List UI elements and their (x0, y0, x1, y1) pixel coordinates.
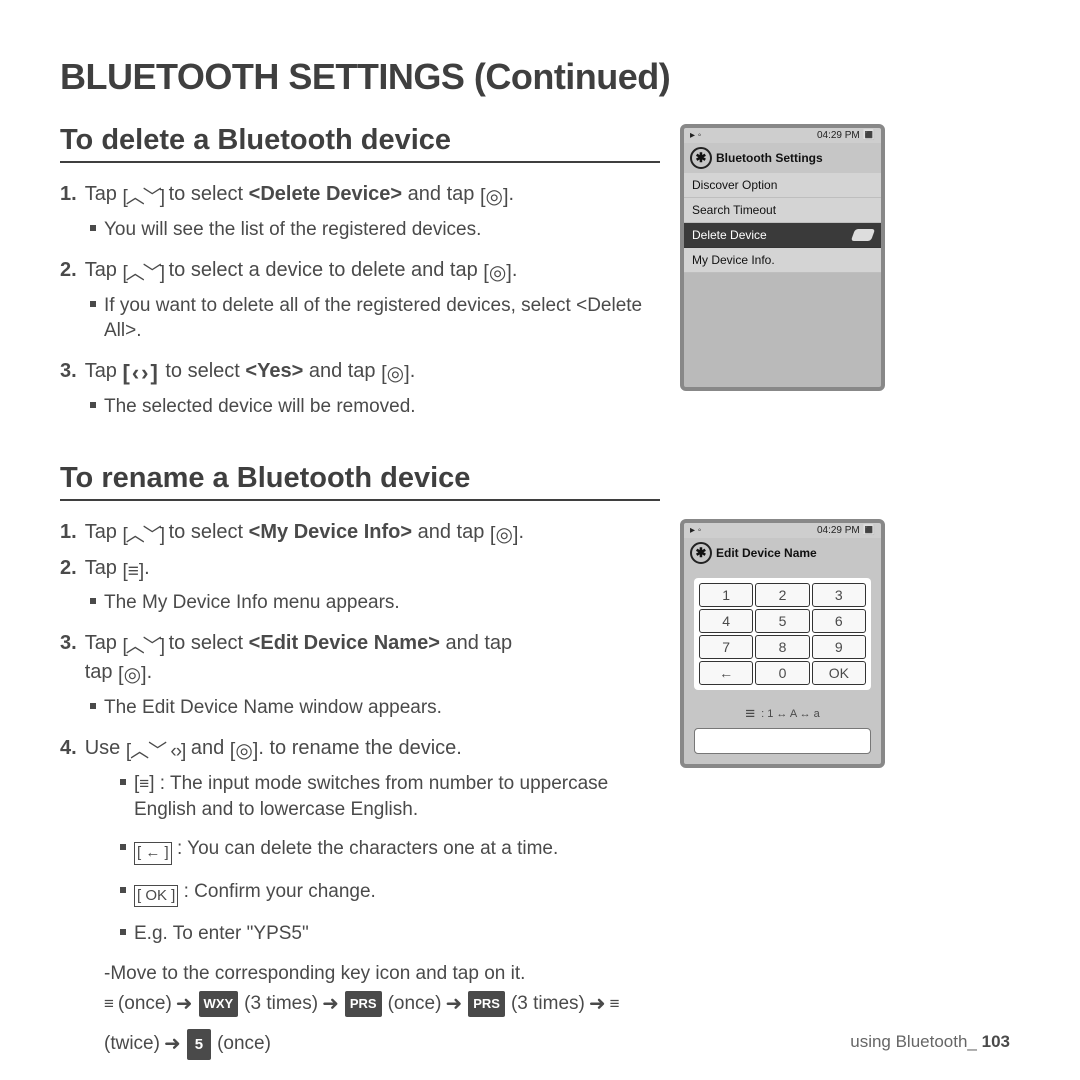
menu-icon (745, 704, 755, 724)
note-text: [] : The input mode switches from number… (134, 771, 660, 822)
step-note: The selected device will be removed. (104, 394, 660, 420)
page-title: BLUETOOTH SETTINGS (Continued) (60, 56, 1020, 98)
step-text: Use and . to rename the device. (85, 735, 462, 765)
device-screenshot-settings: ▸ ◦ 04:29 PM 🔳 ✱ Bluetooth Settings Disc… (680, 124, 885, 391)
keypad-key: 9 (812, 635, 866, 659)
keypad-key: OK (812, 661, 866, 685)
keypad-key: 4 (699, 609, 753, 633)
step-number: 3. (60, 358, 77, 388)
keypad-key: 1 (699, 583, 753, 607)
step-number: 2. (60, 555, 77, 585)
keypad-key: 8 (755, 635, 809, 659)
step-text: Tap . (85, 555, 150, 585)
device-title: Edit Device Name (716, 546, 817, 560)
keypad-key: ← (699, 661, 753, 685)
keypad-key: 5 (755, 609, 809, 633)
keypad-key: 0 (755, 661, 809, 685)
key-label: PRS (468, 991, 505, 1016)
step-number: 3. (60, 630, 77, 690)
arrow-icon: ➜ (322, 986, 339, 1022)
arrow-icon: ➜ (589, 986, 606, 1022)
keypad-key: 6 (812, 609, 866, 633)
select-icon (483, 260, 512, 287)
step-number: 1. (60, 519, 77, 549)
select-icon (480, 184, 509, 211)
step-text: Tap to select <Edit Device Name> and tap… (85, 630, 513, 690)
up-down-icon (123, 523, 164, 549)
step-note: The My Device Info menu appears. (104, 590, 660, 616)
bt-indicator-icon: ▸ ◦ (690, 130, 701, 141)
keypad-key: 2 (755, 583, 809, 607)
step-text: Tap to select <Delete Device> and tap . (85, 181, 514, 211)
step-text: Tap to select <My Device Info> and tap . (85, 519, 524, 549)
up-down-icon (123, 261, 164, 287)
select-icon (230, 738, 259, 765)
menu-icon (610, 987, 620, 1021)
up-down-icon (123, 634, 164, 660)
arrow-icon: ➜ (176, 986, 193, 1022)
nav-icon (126, 739, 186, 765)
step-number: 2. (60, 257, 77, 287)
erase-icon (851, 229, 875, 241)
up-down-icon (123, 185, 164, 211)
bt-indicator-icon: ▸ ◦ (690, 525, 701, 536)
text-entry-box (694, 728, 871, 754)
device-menu-item: Search Timeout (684, 198, 881, 223)
keypad-key: 7 (699, 635, 753, 659)
section-title-rename: To rename a Bluetooth device (60, 462, 660, 501)
step-number: 4. (60, 735, 77, 765)
left-right-icon (123, 358, 160, 388)
device-menu-item: Discover Option (684, 173, 881, 198)
select-icon (381, 361, 410, 388)
keypad-key: 3 (812, 583, 866, 607)
device-menu-item: Delete Device (684, 223, 881, 248)
step-note: The Edit Device Name window appears. (104, 695, 660, 721)
note-text: : Confirm your change. (134, 879, 660, 907)
num-key-label: 5 (187, 1029, 211, 1060)
step-note: You will see the list of the registered … (104, 217, 660, 243)
menu-icon (104, 987, 114, 1021)
key-label: WXY (199, 991, 239, 1016)
step-note: If you want to delete all of the registe… (104, 293, 660, 344)
bluetooth-icon: ✱ (690, 147, 712, 169)
arrow-icon: ➜ (445, 986, 462, 1022)
keypad: 123 456 789 ←0OK (694, 578, 871, 690)
select-icon (118, 662, 147, 689)
step-text: Tap to select a device to delete and tap… (85, 257, 518, 287)
section-rename: 1. Tap to select <My Device Info> and tap… (60, 519, 1020, 1063)
device-title: Bluetooth Settings (716, 151, 823, 165)
status-time: 04:29 PM (817, 130, 860, 141)
status-time: 04:29 PM (817, 525, 860, 536)
step-number: 1. (60, 181, 77, 211)
arrow-icon: ➜ (164, 1026, 181, 1062)
section-title-delete: To delete a Bluetooth device (60, 124, 660, 163)
step-text: Tap to select <Yes> and tap . (85, 358, 416, 388)
example-line2: -Move to the corresponding key icon and … (104, 961, 660, 987)
device-screenshot-editname: ▸ ◦ 04:29 PM 🔳 ✱ Edit Device Name 123456… (680, 519, 885, 768)
bluetooth-icon: ✱ (690, 542, 712, 564)
back-key-icon (134, 842, 172, 864)
mode-label: : 1 ↔ A ↔ a (761, 708, 820, 720)
select-icon (490, 522, 519, 549)
example-intro: E.g. To enter "YPS5" (134, 921, 660, 947)
page-footer: using Bluetooth_ 103 (850, 1032, 1010, 1052)
menu-icon (123, 559, 145, 585)
ok-key-icon (134, 885, 178, 907)
section-delete: To delete a Bluetooth device 1. Tap to se… (60, 124, 1020, 434)
note-text: : You can delete the characters one at a… (134, 836, 660, 864)
device-menu-item: My Device Info. (684, 248, 881, 273)
key-label: PRS (345, 991, 382, 1016)
